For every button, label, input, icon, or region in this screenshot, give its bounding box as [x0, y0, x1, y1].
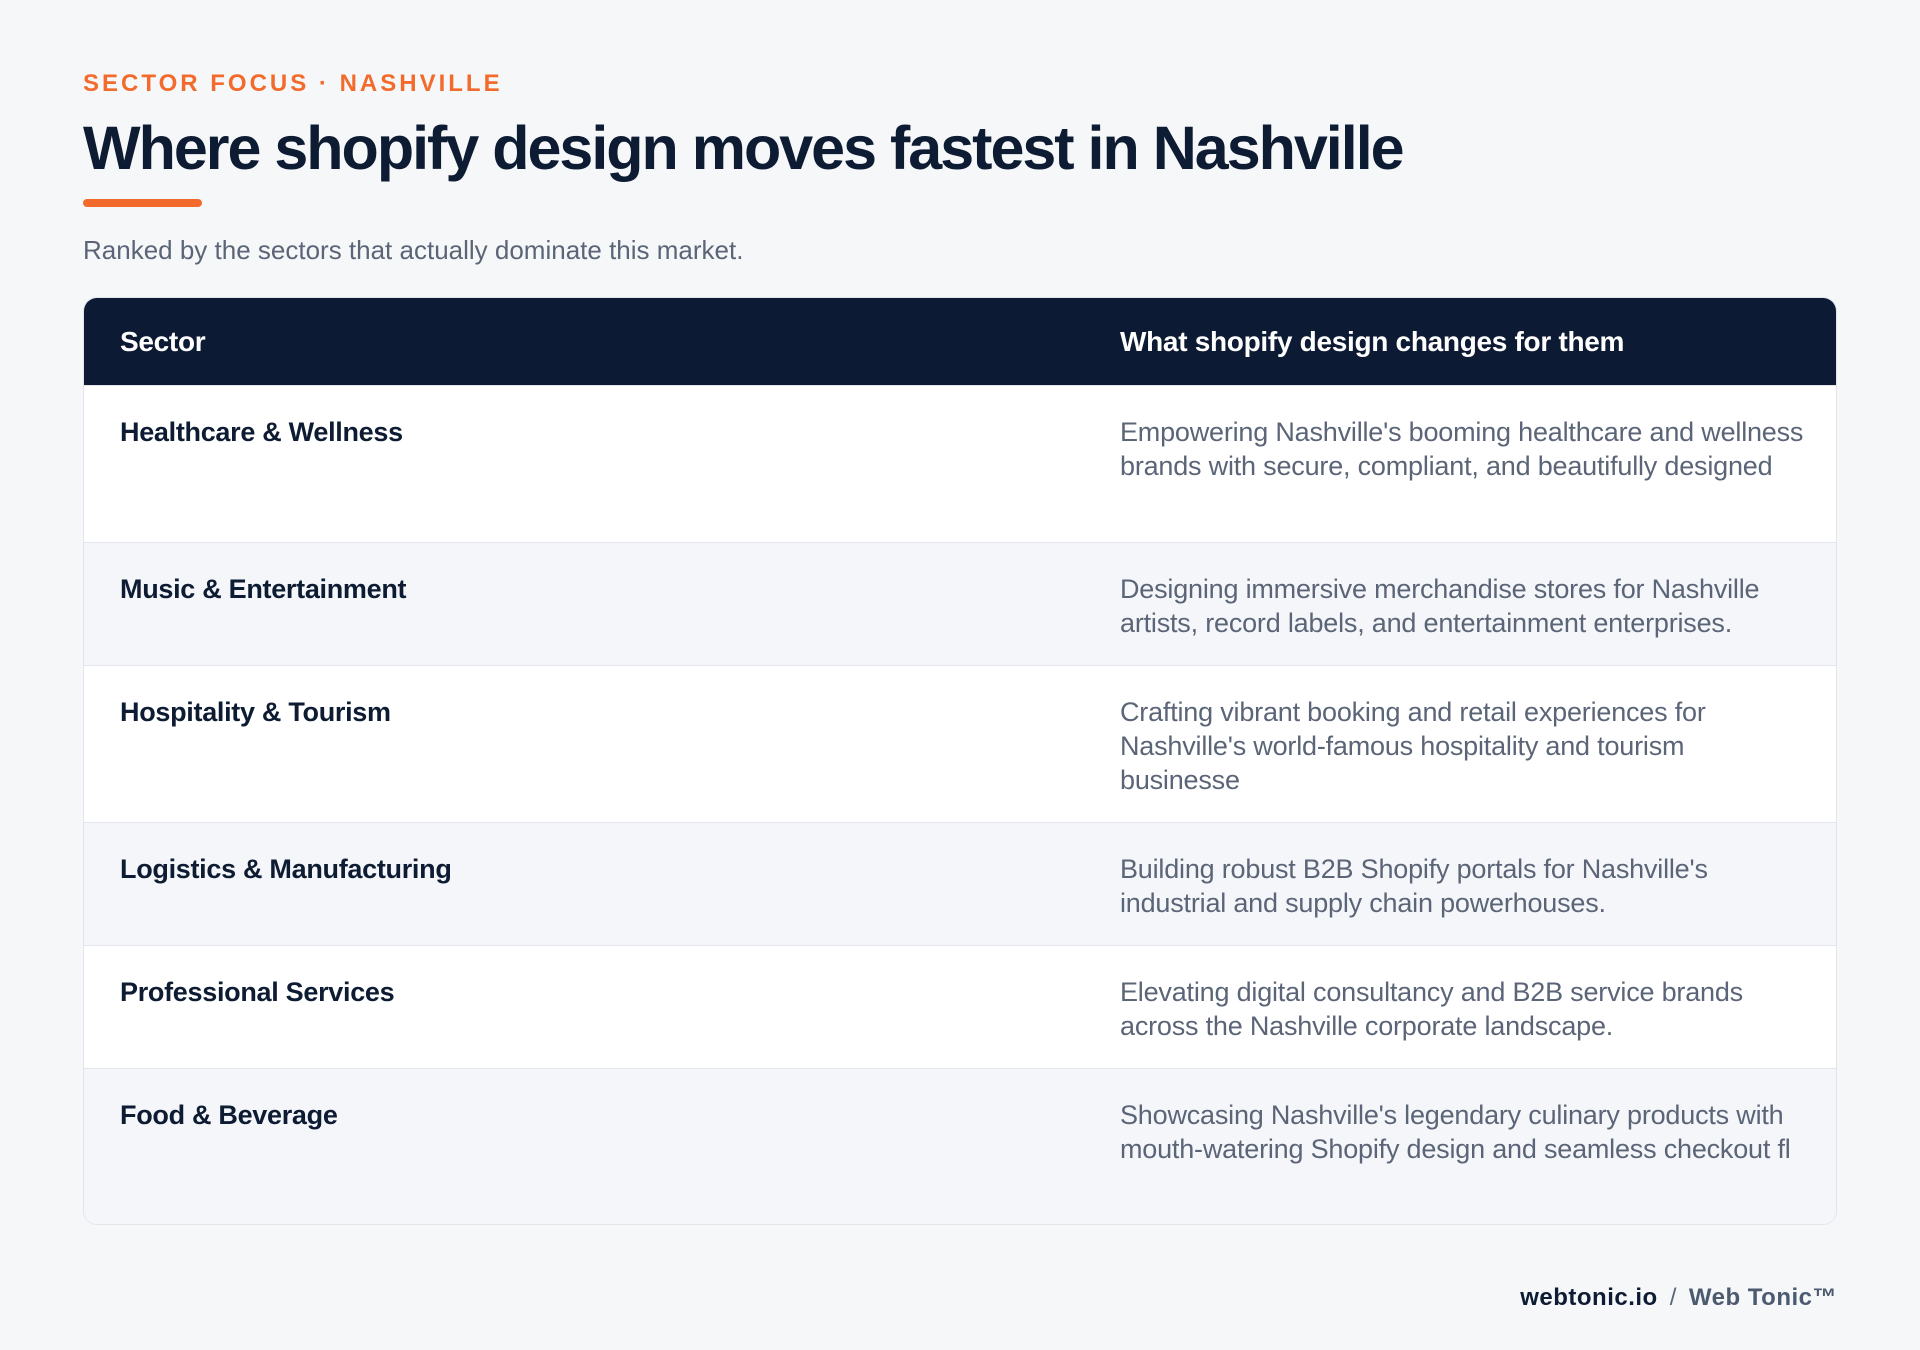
sector-description: Building robust B2B Shopify portals for … [1120, 854, 1708, 918]
sector-name: Hospitality & Tourism [120, 697, 391, 727]
table-header: Sector What shopify design changes for t… [84, 298, 1836, 385]
title-accent-bar [83, 199, 202, 207]
column-header-description: What shopify design changes for them [1120, 325, 1625, 357]
column-header-sector: Sector [120, 325, 206, 357]
sector-description: Elevating digital consultancy and B2B se… [1120, 977, 1743, 1041]
footer-domain-link[interactable]: webtonic.io [1520, 1284, 1658, 1311]
footer-brand: Web Tonic™ [1688, 1284, 1837, 1311]
footer-credit: webtonic.io / Web Tonic™ [1520, 1284, 1837, 1312]
footer-separator: / [1669, 1284, 1677, 1311]
sector-name: Food & Beverage [120, 1100, 338, 1130]
page-subtitle: Ranked by the sectors that actually domi… [83, 235, 744, 265]
sector-name: Music & Entertainment [120, 574, 407, 604]
sector-description: Empowering Nashville's booming healthcar… [1120, 417, 1804, 481]
table-row: Professional Services Elevating digital … [84, 945, 1836, 1068]
sector-name: Healthcare & Wellness [120, 417, 403, 447]
table-row: Hospitality & Tourism Crafting vibrant b… [84, 665, 1836, 822]
table-row: Healthcare & Wellness Empowering Nashvil… [84, 385, 1836, 542]
table-row: Food & Beverage Showcasing Nashville's l… [84, 1068, 1836, 1224]
sector-description: Designing immersive merchandise stores f… [1120, 574, 1760, 638]
page-title: Where shopify design moves fastest in Na… [83, 114, 1405, 182]
sector-table: Sector What shopify design changes for t… [83, 297, 1837, 1225]
eyebrow-label: SECTOR FOCUS · NASHVILLE [83, 70, 503, 97]
sector-name: Professional Services [120, 977, 395, 1007]
table-row: Logistics & Manufacturing Building robus… [84, 822, 1836, 945]
sector-description: Showcasing Nashville's legendary culinar… [1120, 1100, 1791, 1164]
sector-description: Crafting vibrant booking and retail expe… [1120, 697, 1706, 795]
table-row: Music & Entertainment Designing immersiv… [84, 542, 1836, 665]
sector-name: Logistics & Manufacturing [120, 854, 452, 884]
